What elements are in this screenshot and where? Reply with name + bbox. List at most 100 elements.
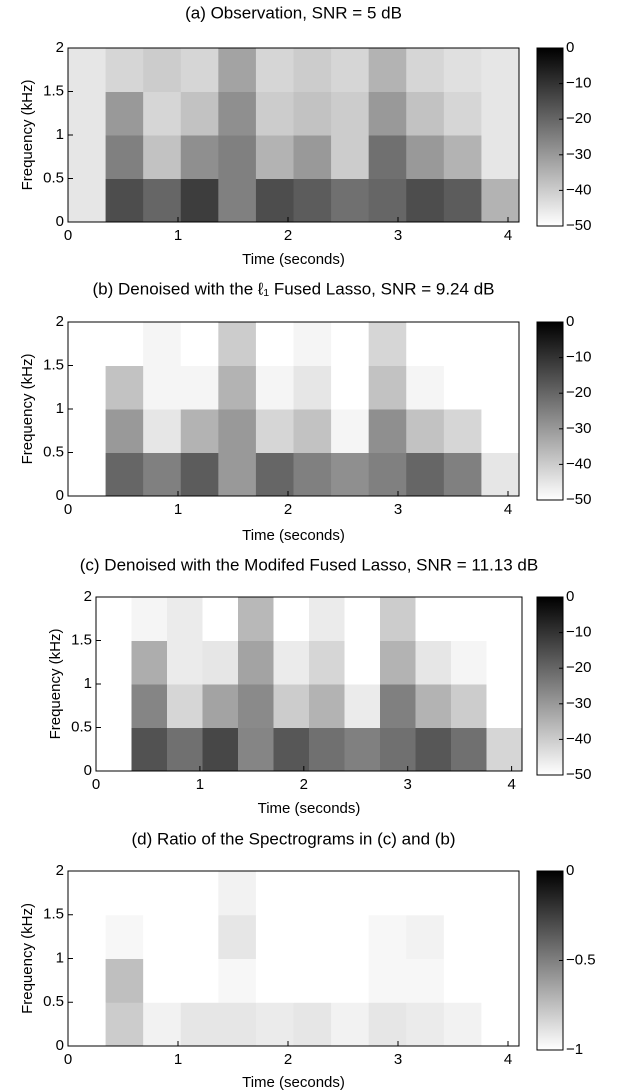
- heatmap-cell: [368, 1002, 407, 1047]
- y-tick-label: 0: [56, 1037, 64, 1054]
- y-tick-label: 0: [56, 487, 64, 504]
- y-tick-label: 1.5: [43, 82, 64, 99]
- heatmap-cell: [238, 684, 274, 728]
- heatmap-cell: [443, 365, 482, 410]
- colorbar-tick-label: −20: [566, 110, 591, 127]
- colorbar: [536, 870, 564, 1051]
- x-tick-label: 2: [284, 1051, 292, 1068]
- x-tick-label: 4: [504, 1051, 512, 1068]
- heatmap-cell: [451, 597, 487, 641]
- heatmap-cell: [180, 178, 219, 223]
- heatmap-cell: [255, 409, 294, 453]
- heatmap-cell: [180, 958, 219, 1003]
- heatmap-cell: [273, 684, 310, 728]
- heatmap-cell: [131, 640, 168, 685]
- heatmap-cell: [68, 914, 107, 959]
- heatmap-cell: [481, 958, 520, 1003]
- heatmap-cell: [68, 178, 107, 223]
- heatmap-cell: [443, 178, 482, 223]
- heatmap-cell: [255, 365, 294, 410]
- colorbar-tick-label: −50: [566, 217, 591, 234]
- heatmap-cell: [105, 135, 144, 179]
- heatmap-cell: [255, 452, 294, 497]
- heatmap-cell: [105, 322, 144, 366]
- heatmap-cell: [105, 48, 144, 92]
- heatmap-cell: [309, 640, 345, 685]
- heatmap-cell: [68, 135, 107, 179]
- x-axis-label: Time (seconds): [258, 800, 361, 817]
- heatmap-cell: [96, 597, 132, 641]
- heatmap-cell: [273, 727, 310, 772]
- heatmap-cell: [68, 91, 107, 136]
- heatmap-cell: [105, 452, 144, 497]
- colorbar-tick-label: 0: [566, 313, 574, 330]
- heatmap-cell: [180, 365, 219, 410]
- heatmap-cell: [481, 1002, 520, 1047]
- heatmap-cell: [443, 914, 482, 959]
- x-axis-label: Time (seconds): [242, 251, 345, 268]
- heatmap-cell: [96, 684, 132, 728]
- heatmap-cell: [368, 91, 407, 136]
- heatmap-cell: [68, 365, 107, 410]
- colorbar-tick-label: 0: [566, 588, 574, 605]
- heatmap-cell: [331, 91, 370, 136]
- x-tick-label: 1: [174, 1051, 182, 1068]
- heatmap-cell: [255, 1002, 294, 1047]
- x-tick-label: 4: [504, 501, 512, 518]
- heatmap-cell: [68, 452, 107, 497]
- heatmap-cell: [68, 48, 107, 92]
- y-tick-label: 1.5: [43, 356, 64, 373]
- heatmap-cell: [105, 365, 144, 410]
- heatmap-cell: [180, 91, 219, 136]
- heatmap-cell: [180, 1002, 219, 1047]
- heatmap-cell: [180, 48, 219, 92]
- heatmap-cell: [406, 871, 445, 916]
- heatmap-cell: [218, 178, 257, 223]
- y-axis-label: Frequency (kHz): [19, 354, 36, 465]
- heatmap-cell: [481, 178, 520, 223]
- colorbar-tick-label: −50: [566, 766, 591, 783]
- heatmap-cell: [255, 958, 294, 1003]
- heatmap-cell: [218, 958, 257, 1003]
- heatmap-cell: [380, 640, 416, 685]
- y-tick-label: 0.5: [43, 443, 64, 460]
- heatmap-cell: [309, 684, 345, 728]
- heatmap-cell: [293, 1002, 332, 1047]
- heatmap-cell: [143, 958, 182, 1003]
- heatmap-cell: [255, 91, 294, 136]
- heatmap-cell: [486, 727, 523, 772]
- heatmap-cell: [486, 597, 523, 641]
- y-axis-label: Frequency (kHz): [19, 80, 36, 191]
- heatmap-cell: [443, 135, 482, 179]
- heatmap-cell: [273, 597, 310, 641]
- y-tick-label: 0: [56, 213, 64, 230]
- heatmap-cell: [105, 871, 144, 916]
- heatmap-cell: [406, 958, 445, 1003]
- colorbar-tick-label: 0: [566, 862, 574, 879]
- heatmap-cell: [218, 914, 257, 959]
- heatmap-cell: [406, 452, 445, 497]
- heatmap-cell: [331, 178, 370, 223]
- heatmap-cell: [406, 914, 445, 959]
- heatmap-cell: [293, 178, 332, 223]
- heatmap-cell: [380, 684, 416, 728]
- heatmap-cell: [331, 452, 370, 497]
- heatmap-cell: [202, 727, 239, 772]
- heatmap-cell: [331, 365, 370, 410]
- y-tick-label: 1: [56, 949, 64, 966]
- heatmap-cell: [368, 452, 407, 497]
- y-tick-label: 1: [56, 126, 64, 143]
- colorbar-tick-label: −50: [566, 491, 591, 508]
- heatmap-cell: [180, 322, 219, 366]
- heatmap-cell: [443, 409, 482, 453]
- heatmap-cell: [293, 365, 332, 410]
- heatmap-cell: [68, 958, 107, 1003]
- heatmap-cell: [451, 727, 487, 772]
- heatmap-cell: [131, 684, 168, 728]
- heatmap-cell: [451, 640, 487, 685]
- heatmap-cell: [481, 365, 520, 410]
- y-tick-label: 1.5: [71, 631, 92, 648]
- heatmap-cell: [481, 409, 520, 453]
- heatmap-cell: [331, 48, 370, 92]
- heatmap-cell: [443, 452, 482, 497]
